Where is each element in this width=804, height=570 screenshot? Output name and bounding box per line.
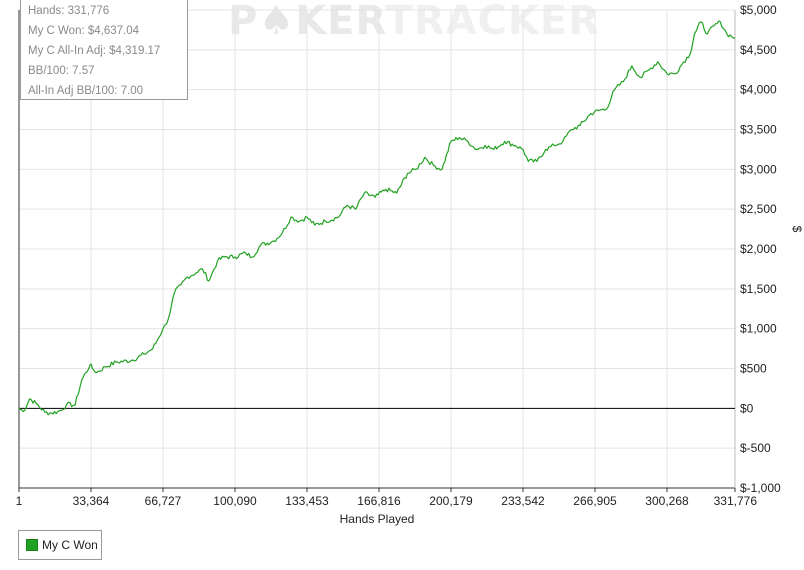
y-tick-label: $-1,000 (740, 481, 781, 495)
x-tick-label: 266,905 (573, 494, 617, 508)
y-tick-label: $4,000 (740, 83, 777, 97)
poker-tracker-watermark: P♠KERTRACKER (228, 0, 600, 44)
stats-box: Hands: 331,776 My C Won: $4,637.04 My C … (20, 0, 188, 100)
x-tick-label: 133,453 (285, 494, 329, 508)
y-tick-label: $5,000 (740, 3, 777, 17)
x-tick-label: 1 (16, 494, 23, 508)
x-tick-label: 233,542 (501, 494, 545, 508)
legend-label: My C Won (42, 538, 98, 552)
tick-labels: $-1,000 $-500 $0 $500 $1,000 $1,500 $2,000 $2,5… (16, 3, 804, 526)
y-tick-label: $2,500 (740, 202, 777, 216)
x-tick-label: 66,727 (145, 494, 182, 508)
x-tick-label: 331,776 (714, 494, 758, 508)
stat-allin-bb100: All-In Adj BB/100: 7.00 (28, 85, 144, 97)
y-tick-label: $1,000 (740, 322, 777, 336)
x-tick-label: 100,090 (213, 494, 257, 508)
stat-allin-adj: My C All-In Adj: $4,319.17 (28, 45, 161, 57)
x-tick-label: 200,179 (429, 494, 473, 508)
y-tick-label: $3,000 (740, 162, 777, 176)
y-tick-label: $0 (740, 401, 754, 415)
y-tick-label: $4,500 (740, 43, 777, 57)
stat-won: My C Won: $4,637.04 (28, 25, 140, 37)
y-tick-label: $500 (740, 362, 767, 376)
stat-hands: Hands: 331,776 (28, 5, 110, 17)
y-tick-label: $-500 (740, 441, 771, 455)
series-layer (18, 20, 736, 416)
watermark-mid: KER (295, 0, 385, 44)
x-axis-title: Hands Played (340, 512, 415, 526)
series-line-my-c-won (18, 20, 736, 416)
x-tick-label: 33,364 (73, 494, 110, 508)
watermark-spade-icon: ♠ (258, 0, 295, 44)
watermark-right: TRACKER (386, 0, 601, 44)
x-tick-label: 166,816 (357, 494, 401, 508)
stat-bb100: BB/100: 7.57 (28, 65, 95, 77)
y-axis-title: $ (790, 226, 804, 233)
y-tick-label: $3,500 (740, 123, 777, 137)
y-tick-label: $2,000 (740, 242, 777, 256)
legend-swatch (26, 539, 38, 551)
y-tick-label: $1,500 (740, 282, 777, 296)
legend[interactable]: My C Won (18, 530, 102, 560)
watermark-left: P (228, 0, 258, 44)
x-tick-label: 300,268 (645, 494, 689, 508)
